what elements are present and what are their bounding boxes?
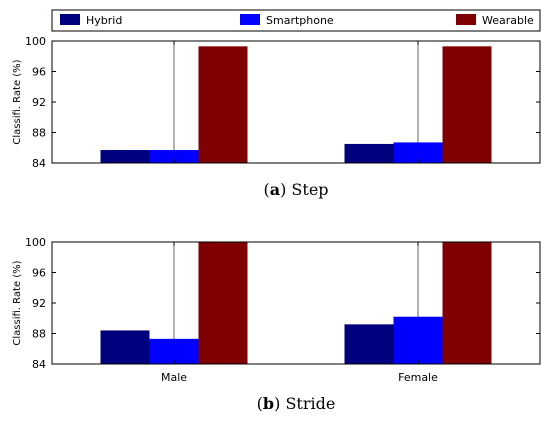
bar-smartphone (393, 142, 443, 163)
legend-frame (51, 9, 541, 32)
bar-hybrid (344, 143, 394, 163)
legend-swatch (240, 14, 260, 25)
legend-swatch (60, 14, 80, 25)
caption-step: (a) Step (263, 180, 328, 199)
y-tick-label: 88 (32, 127, 46, 140)
bar-wearable (442, 46, 492, 163)
y-tick-label: 100 (25, 35, 46, 48)
legend-label: Hybrid (86, 14, 122, 27)
bar-smartphone (149, 338, 199, 364)
bar-wearable (198, 242, 248, 364)
legend-label: Wearable (482, 14, 534, 27)
y-tick-label: 92 (32, 96, 46, 109)
x-tick-label: Female (398, 371, 438, 384)
bar-wearable (198, 46, 248, 163)
y-tick-label: 92 (32, 297, 46, 310)
y-axis-label: Classifi. Rate (%) (12, 59, 23, 144)
legend: Hybrid Smartphone Wearable (51, 9, 541, 32)
y-tick-label: 96 (32, 267, 46, 280)
y-tick-label: 88 (32, 328, 46, 341)
legend-label: Smartphone (266, 14, 334, 27)
bar-hybrid (100, 150, 150, 163)
bar-smartphone (393, 316, 443, 364)
y-tick-label: 84 (32, 157, 46, 170)
x-tick-label: Male (161, 371, 187, 384)
bar-wearable (442, 242, 492, 364)
legend-swatch (456, 14, 476, 25)
y-tick-label: 96 (32, 66, 46, 79)
chart-stride: 84 88 92 96 100 Male Female Classifi. Rate (%) (12, 236, 541, 384)
bar-hybrid (344, 324, 394, 364)
y-tick-label: 100 (25, 236, 46, 249)
caption-stride: (b) Stride (257, 394, 336, 413)
y-axis-label: Classifi. Rate (%) (12, 260, 23, 345)
bar-hybrid (100, 330, 150, 364)
bar-smartphone (149, 150, 199, 163)
y-tick-label: 84 (32, 358, 46, 371)
